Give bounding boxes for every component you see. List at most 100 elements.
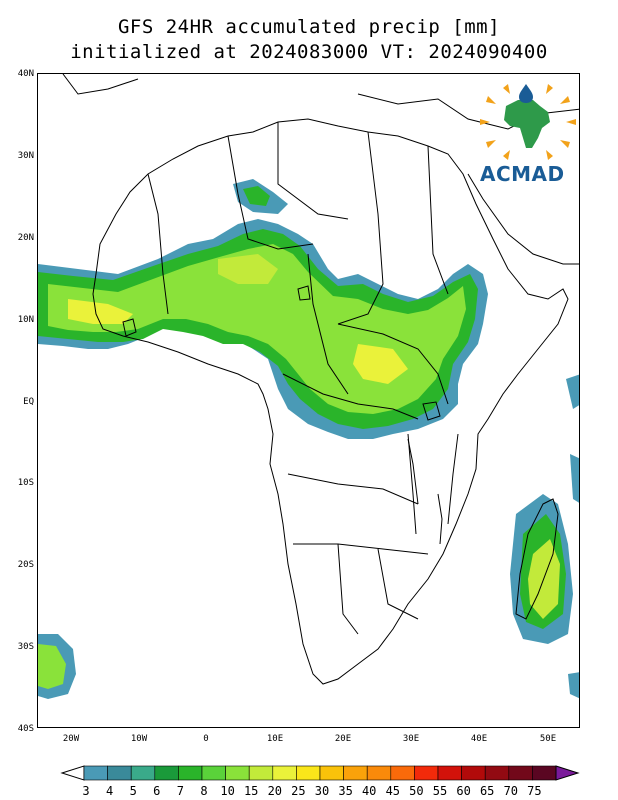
colorbar-swatch bbox=[130, 765, 156, 781]
map-title-line1: GFS 24HR accumulated precip [mm] bbox=[117, 16, 501, 38]
sun-rays-icon bbox=[480, 84, 576, 160]
border-5 bbox=[427, 145, 449, 295]
lon-label-30e: 30E bbox=[402, 734, 420, 744]
colorbar-label: 65 bbox=[479, 784, 495, 798]
lat-label-40n: 40N bbox=[17, 69, 34, 79]
lake-volta bbox=[122, 318, 137, 337]
colorbar-label: 15 bbox=[243, 784, 259, 798]
colorbar-swatch bbox=[532, 765, 557, 781]
precip-map bbox=[38, 74, 579, 699]
colorbar-swatch bbox=[437, 765, 462, 781]
colorbar-swatch bbox=[225, 765, 250, 781]
colorbar-swatch bbox=[461, 765, 486, 781]
border-2 bbox=[227, 135, 314, 250]
lake-chad bbox=[297, 285, 311, 301]
border-6 bbox=[307, 253, 349, 395]
lat-label-10s: 10S bbox=[17, 478, 34, 488]
border-8 bbox=[282, 373, 419, 420]
colorbar-label: 8 bbox=[200, 784, 208, 798]
lon-label-20w: 20W bbox=[62, 734, 80, 744]
lat-label-10n: 10N bbox=[17, 315, 34, 325]
colorbar-label: 75 bbox=[527, 784, 542, 798]
lon-label-20e: 20E bbox=[334, 734, 352, 744]
lake-malawi bbox=[437, 493, 443, 545]
colorbar-label: 35 bbox=[338, 784, 353, 798]
colorbar bbox=[0, 764, 618, 800]
map-title-line2: initialized at 2024083000 VT: 2024090400 bbox=[70, 41, 548, 63]
lat-label-eq: EQ bbox=[23, 397, 34, 407]
colorbar-label: 3 bbox=[82, 784, 90, 798]
colorbar-swatch bbox=[484, 765, 510, 781]
africa-coastline bbox=[92, 118, 569, 685]
lon-label-40e: 40E bbox=[470, 734, 488, 744]
colorbar-label: 7 bbox=[176, 784, 184, 798]
border-10 bbox=[293, 543, 429, 555]
lat-label-40s: 40S bbox=[17, 724, 34, 734]
colorbar-swatch bbox=[390, 765, 415, 781]
colorbar-label: 20 bbox=[267, 784, 283, 798]
colorbar-label: 4 bbox=[105, 784, 114, 798]
colorbar-swatch bbox=[319, 765, 344, 781]
lon-label-10e: 10E bbox=[266, 734, 284, 744]
precip-region-peak1 bbox=[68, 299, 133, 324]
iberia-coast bbox=[62, 74, 139, 95]
precip-region-peak3 bbox=[353, 344, 408, 384]
colorbar-label: 55 bbox=[432, 784, 448, 798]
lat-label-30n: 30N bbox=[17, 151, 34, 161]
precip-region-peak2 bbox=[218, 254, 278, 284]
colorbar-swatch bbox=[178, 765, 203, 781]
colorbar-swatch bbox=[414, 765, 439, 781]
colorbar-label: 60 bbox=[456, 784, 471, 798]
acmad-logo-text: ACMAD bbox=[480, 162, 565, 186]
colorbar-label: 50 bbox=[409, 784, 424, 798]
colorbar-swatch bbox=[272, 765, 297, 781]
colorbar-label: 40 bbox=[361, 784, 377, 798]
colorbar-svg bbox=[60, 765, 580, 781]
colorbar-label: 5 bbox=[129, 784, 137, 798]
lake-victoria bbox=[422, 401, 441, 421]
colorbar-swatch bbox=[83, 765, 108, 781]
lat-label-20n: 20N bbox=[17, 233, 34, 243]
border-3 bbox=[277, 122, 349, 220]
map-panel bbox=[37, 73, 580, 728]
lat-label-20s: 20S bbox=[17, 560, 34, 570]
lat-label-30s: 30S bbox=[17, 642, 34, 652]
madagascar-coast bbox=[515, 498, 559, 620]
colorbar-label: 6 bbox=[153, 784, 161, 798]
colorbar-label: 30 bbox=[314, 784, 330, 798]
colorbar-swatch bbox=[343, 765, 368, 781]
colorbar-swatch bbox=[508, 765, 533, 781]
colorbar-swatch bbox=[154, 765, 179, 781]
acmad-logo bbox=[478, 82, 578, 186]
colorbar-swatch bbox=[248, 765, 274, 781]
lon-label-50e: 50E bbox=[539, 734, 557, 744]
colorbar-swatch bbox=[107, 765, 132, 781]
lake-tanganyika bbox=[407, 438, 419, 505]
lon-label-0: 0 bbox=[203, 734, 209, 744]
precip-region-southatlantic-green bbox=[38, 644, 66, 689]
colorbar-under-arrow bbox=[60, 765, 85, 781]
border-13 bbox=[407, 433, 417, 535]
lon-label-10w: 10W bbox=[130, 734, 148, 744]
precip-region-sahara-north-green bbox=[243, 186, 270, 206]
border-4 bbox=[337, 131, 384, 325]
border-14 bbox=[447, 433, 459, 525]
colorbar-label: 10 bbox=[220, 784, 235, 798]
colorbar-label: 70 bbox=[503, 784, 519, 798]
border-11 bbox=[337, 543, 359, 635]
precip-region-indian-east bbox=[566, 374, 579, 409]
colorbar-swatch bbox=[366, 765, 392, 781]
border-12 bbox=[377, 548, 419, 620]
precip-region-mozambique-ch bbox=[568, 672, 579, 699]
water-drop-icon bbox=[519, 84, 533, 103]
colorbar-label: 45 bbox=[385, 784, 401, 798]
precip-region-indian-se bbox=[570, 454, 579, 503]
colorbar-swatch bbox=[296, 765, 321, 781]
border-7 bbox=[337, 323, 449, 405]
colorbar-over-arrow bbox=[555, 765, 580, 781]
precip-shading bbox=[38, 179, 579, 699]
border-9 bbox=[287, 473, 419, 505]
africa-continent-icon bbox=[504, 100, 550, 148]
colorbar-swatch bbox=[201, 765, 226, 781]
colorbar-label: 25 bbox=[291, 784, 306, 798]
